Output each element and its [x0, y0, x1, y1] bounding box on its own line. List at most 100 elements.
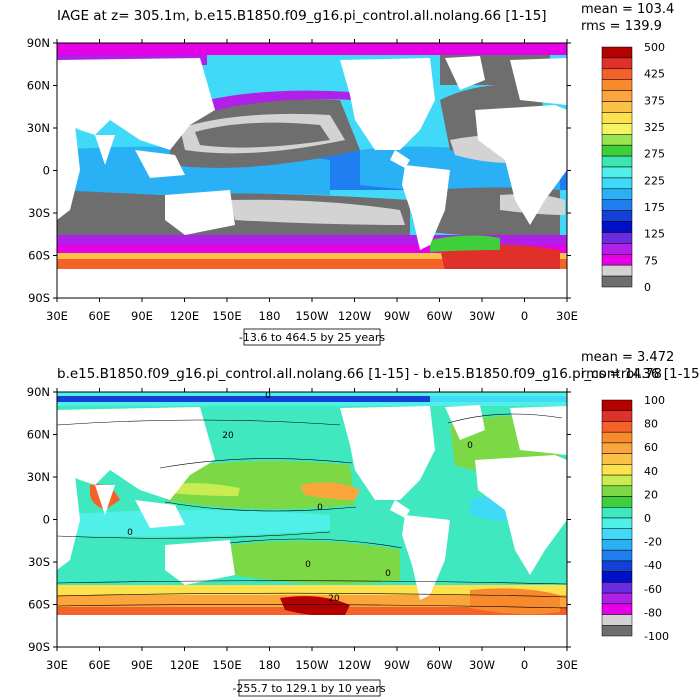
colorbar-label: 225 — [644, 174, 665, 187]
colorbar-label: -60 — [644, 583, 662, 596]
panel-title: b.e15.B1850.f09_g16.pi_control.all.nolan… — [57, 366, 700, 382]
colorbar-swatch — [601, 464, 633, 476]
colorbar-swatch — [601, 79, 633, 91]
colorbar-label: -40 — [644, 559, 662, 572]
contour-label: 0 — [127, 528, 133, 538]
lat-tick-label: 90S — [28, 640, 50, 654]
lat-tick-label: 60S — [28, 249, 50, 263]
colorbar-label: -100 — [644, 630, 669, 643]
lon-tick-label: 60W — [426, 658, 452, 672]
colorbar-label: 20 — [644, 488, 658, 501]
lat-tick-label: 90N — [27, 385, 50, 399]
colorbar-swatch — [601, 134, 633, 146]
colorbar-swatch — [601, 410, 633, 422]
lon-tick-label: 60W — [426, 309, 452, 323]
panel-iage: IAGE at z= 305.1m, b.e15.B1850.f09_g16.p… — [27, 2, 674, 346]
colorbar-label: -20 — [644, 536, 662, 549]
colorbar: 100 80 60 40 20 0 -20 -40 -60 -80 -100 — [601, 394, 669, 643]
colorbar-swatch — [601, 264, 633, 277]
lon-tick-label: 150E — [212, 309, 241, 323]
lon-tick-label: 120W — [338, 309, 371, 323]
lon-tick-label: 150E — [212, 658, 241, 672]
contour-label-group: 0 0 0 0 0 0 20 20 — [127, 392, 473, 604]
colorbar-swatch — [601, 90, 633, 102]
colorbar-swatch — [601, 571, 633, 583]
land-masses — [57, 405, 567, 647]
lon-tick-label: 60E — [89, 658, 111, 672]
colorbar-swatch — [601, 144, 633, 157]
lon-axis: 30E 60E 90E 120E 150E 180 150W 120W 90W 60W 30W 0 30… — [46, 39, 578, 323]
lon-axis: 30E 60E 90E 120E 150E 180 150W 120W 90W 60W 30W 0 30… — [46, 388, 578, 672]
colorbar-label: 75 — [644, 254, 658, 267]
colorbar-swatch — [601, 603, 633, 615]
lon-tick-label: 0 — [521, 658, 528, 672]
lat-tick-label: 30N — [27, 470, 50, 484]
colorbar-swatch — [601, 221, 633, 233]
range-box — [238, 679, 381, 697]
colorbar-swatch — [601, 625, 633, 637]
panel-title: IAGE at z= 305.1m, b.e15.B1850.f09_g16.p… — [57, 8, 547, 24]
rms-stat: rms = 139.9 — [581, 19, 662, 34]
colorbar-swatch — [601, 431, 633, 444]
contour-label: 0 — [385, 569, 391, 579]
colorbar-swatch — [601, 442, 633, 454]
lon-tick-label: 30E — [556, 658, 578, 672]
lat-tick-label: 30S — [28, 555, 50, 569]
colorbar-swatch — [601, 399, 633, 411]
colorbar-swatch — [601, 421, 633, 433]
colorbar-swatch — [601, 188, 633, 200]
colorbar-swatch — [601, 57, 633, 70]
lon-tick-label: 90E — [131, 658, 153, 672]
colorbar: 500 425 375 325 275 225 175 125 75 0 — [601, 41, 665, 294]
contour-label: 0 — [317, 503, 323, 513]
colorbar-swatch — [601, 177, 633, 190]
colorbar-swatch — [601, 123, 633, 135]
colorbar-swatch — [601, 243, 633, 255]
colorbar-swatch — [601, 539, 633, 551]
colorbar-swatch — [601, 474, 633, 487]
lon-tick-label: 30E — [556, 309, 578, 323]
land-masses — [57, 56, 567, 298]
colorbar-swatch — [601, 46, 633, 59]
colorbar-swatch — [601, 275, 633, 288]
colorbar-swatch — [601, 485, 633, 497]
panel-difference: b.e15.B1850.f09_g16.pi_control.all.nolan… — [27, 350, 700, 697]
lon-tick-label: 180 — [259, 658, 281, 672]
colorbar-swatch — [601, 166, 633, 179]
lon-tick-label: 30W — [469, 658, 495, 672]
lon-tick-label: 30W — [469, 309, 495, 323]
contour-label: 0 — [305, 560, 311, 570]
colorbar-swatch — [601, 496, 633, 508]
colorbar-label: 375 — [644, 94, 665, 107]
colorbar-swatch — [601, 199, 633, 211]
lon-tick-label: 150W — [295, 309, 328, 323]
lat-tick-label: 0 — [43, 164, 50, 178]
lat-axis: 90N 60N 30N 0 30S 60S 90S — [27, 36, 571, 305]
colorbar-swatch — [601, 101, 633, 113]
colorbar-label: 60 — [644, 441, 658, 454]
lon-tick-label: 60E — [89, 309, 111, 323]
colorbar-swatch — [601, 614, 633, 626]
colorbar-label: 175 — [644, 201, 665, 214]
contour-label: 0 — [467, 441, 473, 451]
lat-tick-label: 60N — [27, 79, 50, 93]
colorbar-swatch — [601, 254, 633, 266]
colorbar-swatch — [601, 507, 633, 519]
colorbar-label: 40 — [644, 465, 658, 478]
colorbar-swatch — [601, 68, 633, 80]
colorbar-label: 425 — [644, 68, 665, 81]
colorbar-swatch — [601, 517, 633, 529]
lon-tick-label: 30E — [46, 658, 68, 672]
colorbar-label: 0 — [644, 512, 651, 525]
colorbar-swatch — [601, 560, 633, 572]
map-field — [57, 43, 567, 298]
lon-tick-label: 90E — [131, 309, 153, 323]
colorbar-label: 325 — [644, 121, 665, 134]
lat-tick-label: 30S — [28, 206, 50, 220]
lon-tick-label: 150W — [295, 658, 328, 672]
colorbar-label: 80 — [644, 418, 658, 431]
colorbar-swatch — [601, 582, 633, 594]
colorbar-swatch — [601, 528, 633, 540]
colorbar-swatch — [601, 210, 633, 222]
lat-tick-label: 0 — [43, 513, 50, 527]
